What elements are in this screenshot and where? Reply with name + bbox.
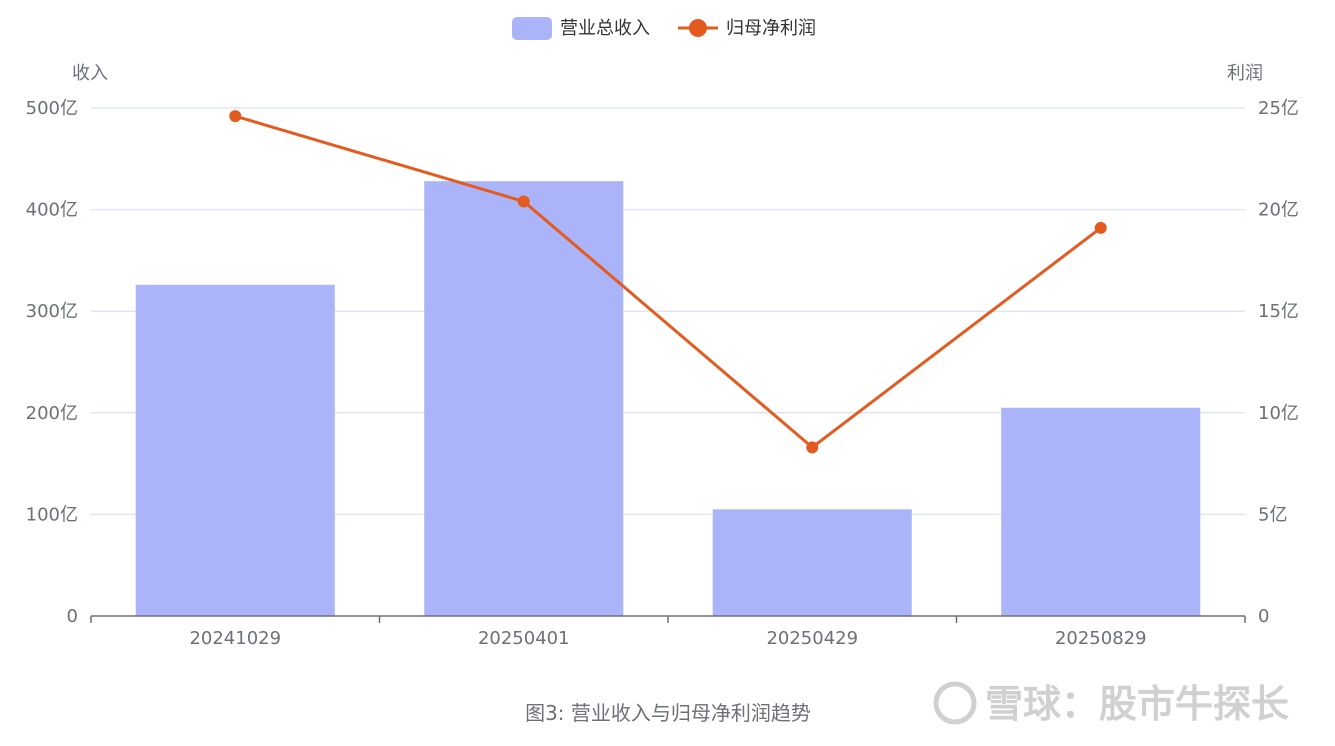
x-tick-label: 20250401 — [478, 628, 570, 649]
chart-caption: 图3: 营业收入与归母净利润趋势 — [525, 701, 811, 725]
y-left-tick-label: 300亿 — [26, 301, 78, 322]
y-left-axis-label: 收入 — [72, 63, 108, 84]
x-tick-label: 20250829 — [1055, 628, 1147, 649]
line-point[interactable] — [229, 110, 242, 123]
legend-label-revenue: 营业总收入 — [560, 18, 650, 39]
watermark-text: 雪球：股市牛探长 — [985, 682, 1289, 726]
y-axis-left: 0 100亿 200亿 300亿 400亿 500亿 — [26, 98, 78, 627]
bar[interactable] — [135, 284, 335, 616]
y-left-tick-label: 0 — [67, 606, 78, 627]
y-left-tick-label: 500亿 — [26, 98, 78, 119]
y-right-tick-label: 5亿 — [1258, 504, 1287, 525]
watermark-logo-icon — [933, 681, 977, 725]
y-left-tick-label: 100亿 — [26, 504, 78, 525]
profit-line — [234, 114, 1102, 450]
bar[interactable] — [712, 509, 912, 616]
line-series — [229, 110, 1107, 454]
bar[interactable] — [1001, 407, 1201, 616]
y-left-tick-label: 200亿 — [26, 403, 78, 424]
y-right-tick-label: 0 — [1258, 606, 1269, 627]
y-right-tick-label: 20亿 — [1258, 200, 1299, 221]
watermark: 雪球：股市牛探长 — [933, 681, 1289, 726]
line-point[interactable] — [806, 441, 819, 454]
y-axis-right: 0 5亿 10亿 15亿 20亿 25亿 — [1258, 98, 1299, 627]
y-left-tick-label: 400亿 — [26, 200, 78, 221]
y-right-tick-label: 25亿 — [1258, 98, 1299, 119]
line-point[interactable] — [517, 195, 530, 208]
legend-bar-swatch — [512, 17, 552, 40]
x-tick-label: 20250429 — [766, 628, 858, 649]
y-right-tick-label: 15亿 — [1258, 301, 1299, 322]
bar[interactable] — [424, 181, 624, 617]
y-right-axis-label: 利润 — [1227, 63, 1263, 84]
x-axis: 20241029 20250401 20250429 20250829 — [90, 615, 1246, 649]
legend-line-marker — [689, 19, 707, 37]
bar-series — [135, 181, 1201, 617]
legend[interactable]: 营业总收入 归母净利润 — [512, 17, 816, 40]
x-tick-label: 20241029 — [189, 628, 281, 649]
y-right-tick-label: 10亿 — [1258, 403, 1299, 424]
line-point[interactable] — [1094, 221, 1107, 234]
legend-label-profit: 归母净利润 — [726, 18, 816, 39]
